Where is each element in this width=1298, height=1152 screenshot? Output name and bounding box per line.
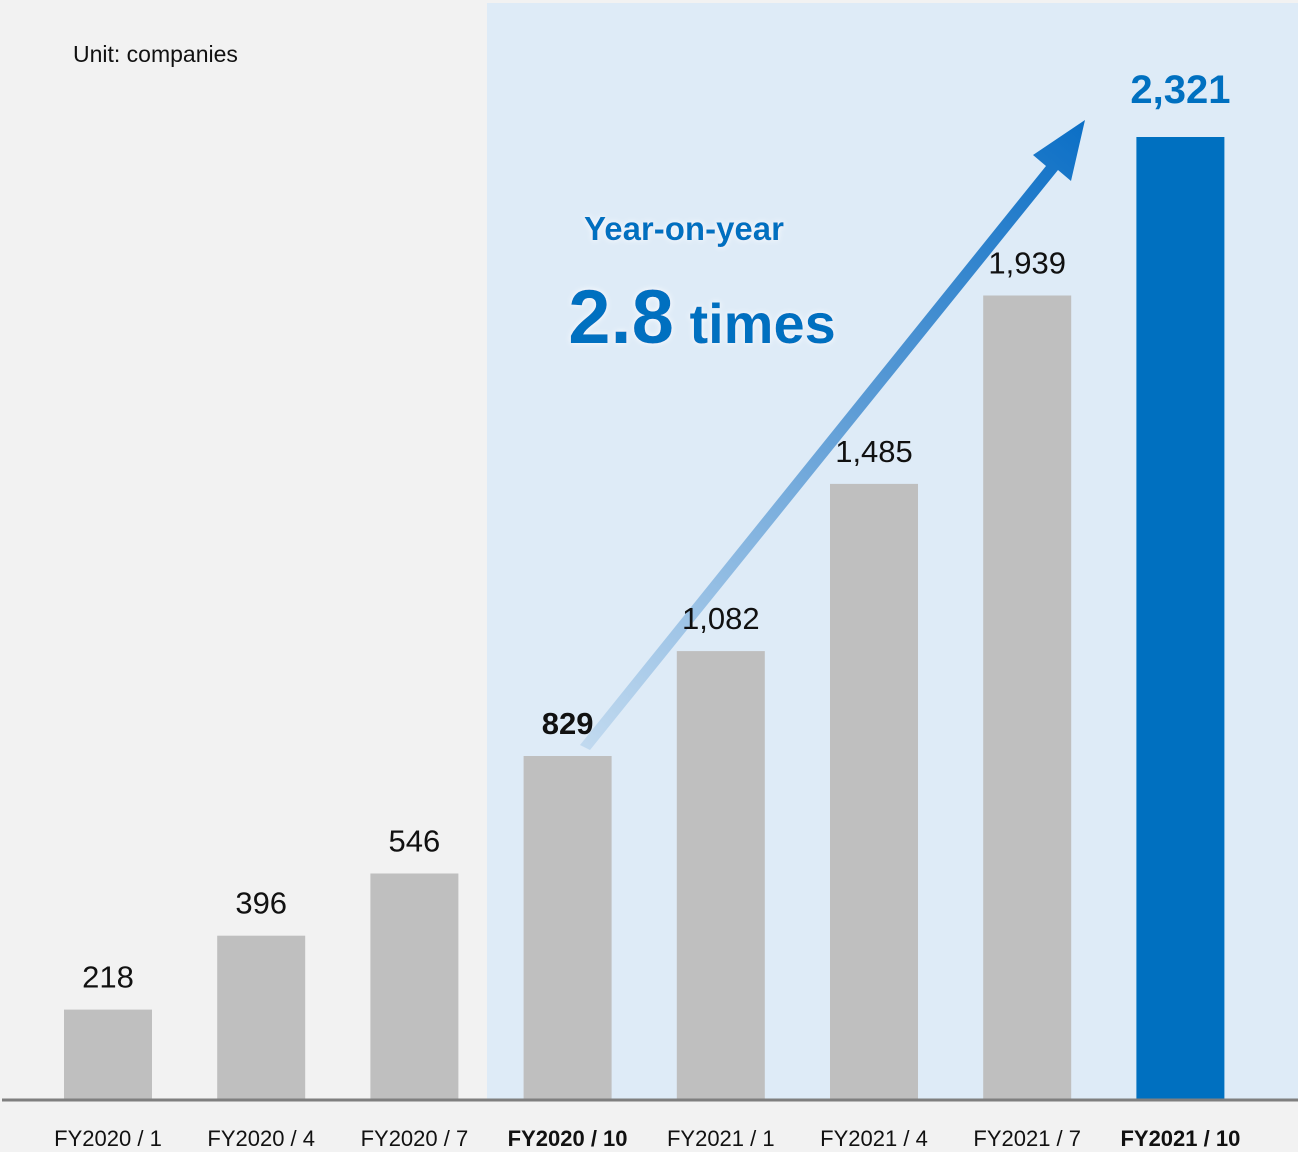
tick-label-fy2021-7: FY2021 / 7 bbox=[973, 1126, 1081, 1151]
bar-fy2021-4 bbox=[830, 483, 918, 1100]
data-label-fy2021-4: 1,485 bbox=[835, 434, 913, 469]
bar-fy2021-7 bbox=[983, 295, 1072, 1100]
growth-multiplier: 2.8 bbox=[568, 275, 674, 360]
data-label-fy2021-1: 1,082 bbox=[682, 601, 760, 636]
labels-layer: 218 396 546 829 1,082 1,485 1,939 2,321 bbox=[82, 68, 1230, 995]
bar-fy2020-4 bbox=[217, 935, 306, 1100]
bars-layer bbox=[64, 137, 1225, 1100]
tick-label-fy2021-10: FY2021 / 10 bbox=[1120, 1126, 1240, 1151]
growth-arrow bbox=[580, 120, 1085, 750]
data-label-fy2021-10: 2,321 bbox=[1130, 68, 1230, 112]
tick-label-fy2021-4: FY2021 / 4 bbox=[820, 1126, 928, 1151]
tick-label-fy2020-4: FY2020 / 4 bbox=[207, 1126, 315, 1151]
tick-label-fy2020-1: FY2020 / 1 bbox=[54, 1126, 162, 1151]
bar-fy2021-10 bbox=[1136, 137, 1225, 1100]
data-label-fy2021-7: 1,939 bbox=[988, 246, 1066, 281]
tick-label-fy2020-10: FY2020 / 10 bbox=[508, 1126, 628, 1151]
data-label-fy2020-4: 396 bbox=[235, 886, 287, 921]
data-label-fy2020-1: 218 bbox=[82, 960, 134, 995]
data-label-fy2020-7: 546 bbox=[389, 824, 441, 859]
bar-fy2020-10 bbox=[523, 756, 612, 1100]
growth-multiplier-unit: times bbox=[674, 292, 836, 355]
tick-label-fy2020-7: FY2020 / 7 bbox=[361, 1126, 469, 1151]
tick-label-fy2021-1: FY2021 / 1 bbox=[667, 1126, 775, 1151]
growth-annotation-label: Year-on-year bbox=[584, 210, 784, 247]
bar-fy2020-1 bbox=[64, 1009, 152, 1100]
bar-fy2021-1 bbox=[676, 651, 765, 1100]
unit-label: Unit: companies bbox=[73, 41, 238, 67]
growth-annotation-value: 2.8 times bbox=[568, 275, 836, 360]
data-label-fy2020-10: 829 bbox=[542, 706, 594, 741]
bar-fy2020-7 bbox=[370, 873, 459, 1100]
ticks-layer: FY2020 / 1 FY2020 / 4 FY2020 / 7 FY2020 / 1… bbox=[54, 1126, 1240, 1151]
